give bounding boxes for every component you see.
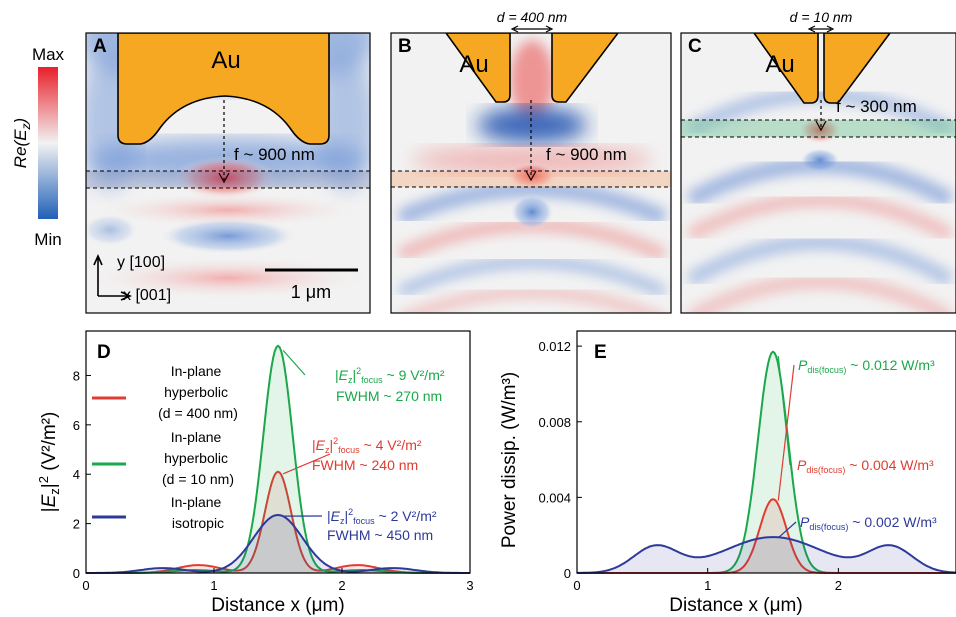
chart-d: D In-plane hyperbolic (d = 400 nm) In-pl… bbox=[36, 330, 474, 616]
annotation-blue-d: |Ez|2focus ~ 2 V²/m² bbox=[327, 507, 437, 526]
series-line-E-2 bbox=[577, 536, 956, 574]
focal-length-label-a: f ~ 900 nm bbox=[234, 145, 315, 164]
x-tick-label-E-0: 0 bbox=[573, 578, 580, 593]
x-tick-label-D-0: 0 bbox=[82, 578, 89, 593]
colorbar-max-label: Max bbox=[32, 45, 65, 64]
colorbar: Max Min Re(Ez) bbox=[11, 45, 65, 249]
series-area-D-0 bbox=[86, 471, 470, 573]
au-electrode-a bbox=[117, 33, 330, 145]
legend-label-green: In-plane hyperbolic (d = 10 nm) bbox=[162, 429, 234, 487]
panel-letter-e: E bbox=[594, 342, 607, 363]
series-line-D-2 bbox=[86, 513, 470, 574]
au-electrode-c-left bbox=[753, 33, 819, 104]
series-area-D-2 bbox=[86, 515, 470, 573]
x-axis-title-e: Distance x (μm) bbox=[669, 595, 802, 616]
panel-a: A Au f ~ 900 nm y [100] x [001] 1 μm bbox=[85, 32, 371, 314]
y-tick-label-D-0: 0 bbox=[73, 566, 80, 581]
x-axis-title-d: Distance x (μm) bbox=[211, 595, 344, 616]
series-area-E-1 bbox=[577, 499, 956, 573]
annotation-green-fwhm-d: FWHM ~ 270 nm bbox=[336, 388, 442, 404]
panel-b: B Au d = 400 nm f ~ 900 nm bbox=[390, 9, 672, 314]
x-tick-label-E-1: 1 bbox=[704, 578, 711, 593]
annotation-leader-E-1 bbox=[777, 364, 795, 501]
y-tick-label-D-4: 8 bbox=[73, 368, 80, 383]
y-tick-label-D-2: 4 bbox=[73, 467, 80, 482]
panel-letter-a: A bbox=[93, 36, 107, 57]
y-tick-label-E-1: 0.004 bbox=[538, 490, 571, 505]
annotation-leader-E-2 bbox=[777, 521, 797, 539]
annotation-leader-D-1 bbox=[282, 349, 306, 376]
x-axis-label-a: x [001] bbox=[123, 287, 171, 304]
legend-label-blue: In-plane isotropic bbox=[171, 494, 225, 531]
y-tick-label-E-3: 0.012 bbox=[538, 339, 571, 354]
au-electrode-b-right bbox=[551, 33, 620, 103]
gap-arrow-b bbox=[510, 25, 554, 33]
y-axis-title-d: |Ez|2 (V²/m²) bbox=[36, 412, 62, 513]
y-tick-label-E-0: 0 bbox=[564, 566, 571, 581]
annotation-leader-D-0 bbox=[282, 453, 331, 475]
au-electrode-b-left bbox=[445, 33, 511, 103]
annotation-blue-fwhm-d: FWHM ~ 450 nm bbox=[327, 527, 433, 543]
panel-letter-d: D bbox=[97, 342, 111, 363]
panel-letter-c: C bbox=[688, 36, 702, 57]
x-tick-label-D-1: 1 bbox=[210, 578, 217, 593]
focal-length-label-c: f ~ 300 nm bbox=[836, 97, 917, 116]
series-area-E-2 bbox=[577, 537, 956, 573]
plot-frame-E bbox=[576, 330, 956, 574]
annotation-green-e: Pdis(focus) ~ 0.012 W/m³ bbox=[798, 357, 935, 375]
au-label-a: Au bbox=[211, 47, 240, 74]
gap-label-b: d = 400 nm bbox=[497, 9, 568, 25]
colorbar-quantity-label: Re(Ez) bbox=[11, 118, 33, 168]
au-electrode-c-right bbox=[823, 33, 891, 104]
gap-arrow-c bbox=[807, 25, 835, 33]
annotation-blue-e: Pdis(focus) ~ 0.002 W/m³ bbox=[800, 514, 937, 532]
series-area-D-1 bbox=[86, 345, 470, 573]
focal-length-label-b: f ~ 900 nm bbox=[546, 145, 627, 164]
annotation-red-d: |Ez|2focus ~ 4 V²/m² bbox=[312, 436, 422, 455]
axes-arrows-a bbox=[93, 254, 132, 301]
au-label-c: Au bbox=[765, 51, 794, 78]
panel-c: C Au d = 10 nm f ~ 300 nm bbox=[680, 9, 956, 314]
scale-bar-label: 1 μm bbox=[291, 282, 331, 302]
annotation-red-e: Pdis(focus) ~ 0.004 W/m³ bbox=[797, 457, 934, 475]
chart-e: E Pdis(focus) ~ 0.012 W/m³ Pdis(focus) ~… bbox=[499, 330, 956, 616]
au-label-b: Au bbox=[459, 51, 488, 78]
annotation-red-fwhm-d: FWHM ~ 240 nm bbox=[312, 457, 418, 473]
annotation-green-d: |Ez|2focus ~ 9 V²/m² bbox=[335, 366, 445, 385]
y-tick-label-D-1: 2 bbox=[73, 517, 80, 532]
y-axis-label-a: y [100] bbox=[117, 254, 165, 271]
series-area-E-0 bbox=[577, 351, 956, 573]
plot-frame-D bbox=[85, 330, 471, 574]
colorbar-gradient bbox=[38, 67, 58, 219]
annotation-leader-E-0 bbox=[777, 356, 791, 466]
y-tick-label-D-3: 6 bbox=[73, 418, 80, 433]
colorbar-min-label: Min bbox=[34, 230, 61, 249]
panel-letter-b: B bbox=[398, 36, 412, 57]
y-tick-label-E-2: 0.008 bbox=[538, 415, 571, 430]
legend-label-red: In-plane hyperbolic (d = 400 nm) bbox=[158, 363, 238, 421]
x-tick-label-D-3: 3 bbox=[466, 578, 473, 593]
legend-d: In-plane hyperbolic (d = 400 nm) In-plan… bbox=[92, 363, 238, 531]
y-axis-title-e: Power dissip. (W/m³) bbox=[499, 372, 520, 548]
x-tick-label-E-2: 2 bbox=[835, 578, 842, 593]
x-tick-label-D-2: 2 bbox=[338, 578, 345, 593]
gap-label-c: d = 10 nm bbox=[790, 9, 853, 25]
